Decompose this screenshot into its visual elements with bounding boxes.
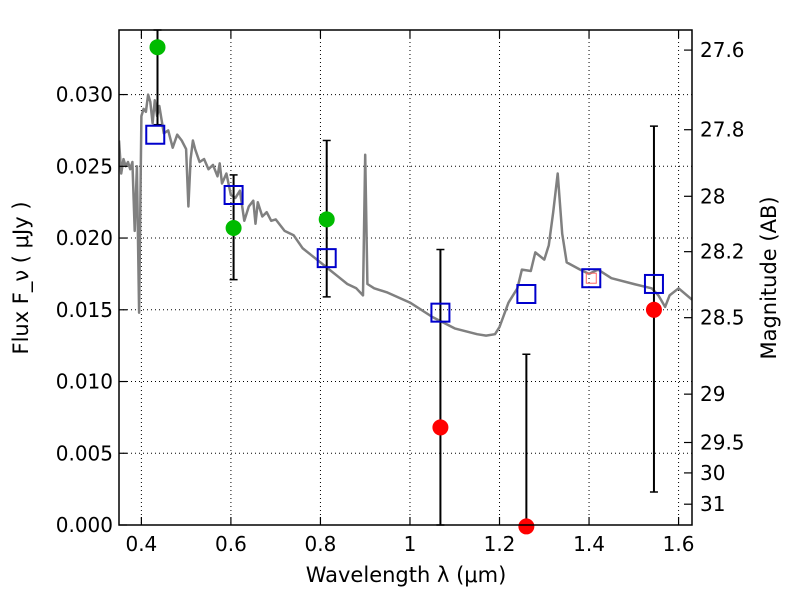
model-flux-square	[581, 268, 602, 289]
y2-tick-label: 27.6	[700, 38, 745, 62]
upper-limit-point	[518, 518, 535, 535]
model-flux-square	[430, 302, 451, 323]
x-tick-label: 1.2	[484, 532, 516, 556]
x-tick-label: 0.8	[305, 532, 337, 556]
model-flux-square	[516, 284, 537, 304]
x-tick-label: 0.4	[125, 532, 157, 556]
model-flux-square	[316, 248, 337, 269]
y-tick-label: 0.005	[56, 441, 113, 465]
sed-curve	[119, 93, 692, 337]
y2-tick-label: 29.5	[700, 431, 745, 455]
y2-tick-label: 30	[700, 461, 725, 485]
model-flux-square	[223, 185, 244, 205]
y2-axis-label: Magnitude (AB)	[757, 196, 781, 359]
grid-lines	[119, 30, 692, 526]
detection-point	[149, 39, 166, 56]
sed-curve-line	[119, 93, 692, 337]
y-tick-label: 0.020	[56, 226, 113, 250]
upper-limit-point	[432, 419, 449, 436]
y-axis-label: Flux F_ν ( μJy )	[9, 201, 34, 354]
y-tick-label: 0.010	[56, 370, 113, 394]
y2-tick-label: 29	[700, 382, 725, 406]
model-flux-square	[145, 124, 166, 145]
x-tick-label: 1.6	[663, 532, 695, 556]
y2-tick-label: 28.2	[700, 240, 745, 264]
model-flux-square	[643, 273, 664, 294]
hilite-square	[585, 272, 597, 284]
y-tick-label: 0.030	[56, 83, 113, 107]
y2-tick-label: 27.8	[700, 118, 745, 142]
axis-ticks: 0.4 0.6 0.8 1 1.2 1.4 1.6 0.000 0.005 0.010 0.015 0…	[56, 30, 745, 556]
x-tick-label: 1	[404, 532, 417, 556]
detection-point	[318, 211, 335, 228]
y2-tick-label: 31	[700, 492, 725, 516]
detection-point	[225, 220, 242, 236]
upper-limit-point	[645, 301, 662, 318]
x-axis-label: Wavelength λ (μm)	[306, 563, 507, 587]
plot-frame	[118, 29, 693, 526]
y-tick-label: 0.025	[56, 154, 113, 178]
y-tick-label: 0.015	[56, 298, 113, 322]
y2-tick-label: 28.5	[700, 306, 745, 330]
data-markers	[145, 39, 664, 535]
y-tick-label: 0.000	[56, 513, 113, 537]
x-tick-label: 0.6	[215, 532, 247, 556]
x-tick-label: 1.4	[573, 532, 605, 556]
y2-tick-label: 28	[700, 184, 725, 208]
